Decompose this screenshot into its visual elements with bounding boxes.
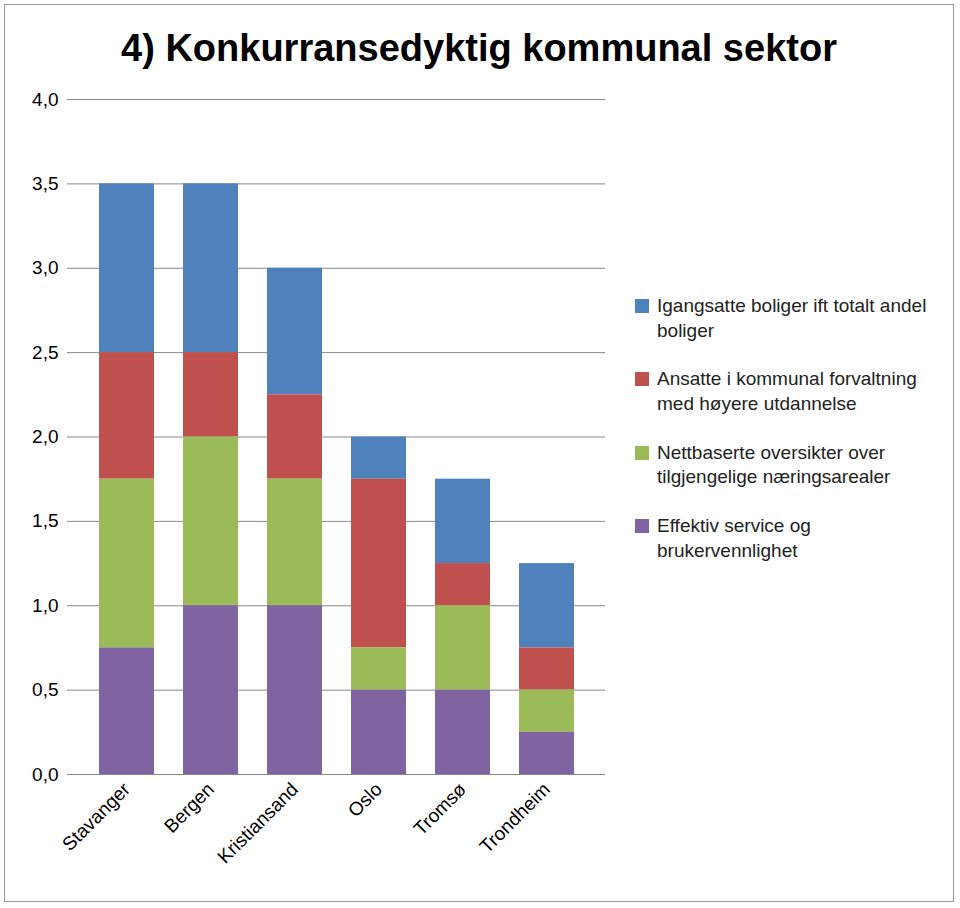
svg-text:1,0: 1,0 <box>32 595 58 616</box>
svg-text:Oslo: Oslo <box>344 779 386 821</box>
svg-text:2,5: 2,5 <box>32 342 58 363</box>
svg-text:Bergen: Bergen <box>160 779 218 837</box>
html-text:Nettbaserte oversikter over ti: Nettbaserte oversikter over tilgjengelig… <box>657 441 891 488</box>
svg-text:2,0: 2,0 <box>32 426 58 447</box>
svg-text:1,5: 1,5 <box>32 510 58 531</box>
svg-text:0,0: 0,0 <box>32 764 58 785</box>
svg-text:Stavanger: Stavanger <box>58 778 135 855</box>
svg-text:0,5: 0,5 <box>32 679 58 700</box>
html-text:Ansatte i kommunal forvaltning: Ansatte i kommunal forvaltning med høyer… <box>657 368 917 415</box>
svg-text:Trondheim: Trondheim <box>476 779 555 858</box>
html-text:Igangsatte boliger ift totalt: Igangsatte boliger ift totalt andel boli… <box>657 295 927 341</box>
html-text:Effektiv service og brukervenn: Effektiv service og brukervennlighet <box>657 515 811 561</box>
svg-text:4,0: 4,0 <box>32 89 58 110</box>
svg-text:Kristiansand: Kristiansand <box>213 779 302 868</box>
svg-text:3,0: 3,0 <box>32 257 58 278</box>
svg-text:Tromsø: Tromsø <box>410 778 471 839</box>
html-text:4) Konkurransedyktig kommunal: 4) Konkurransedyktig kommunal sektor <box>121 27 837 69</box>
svg-text:3,5: 3,5 <box>32 173 58 194</box>
